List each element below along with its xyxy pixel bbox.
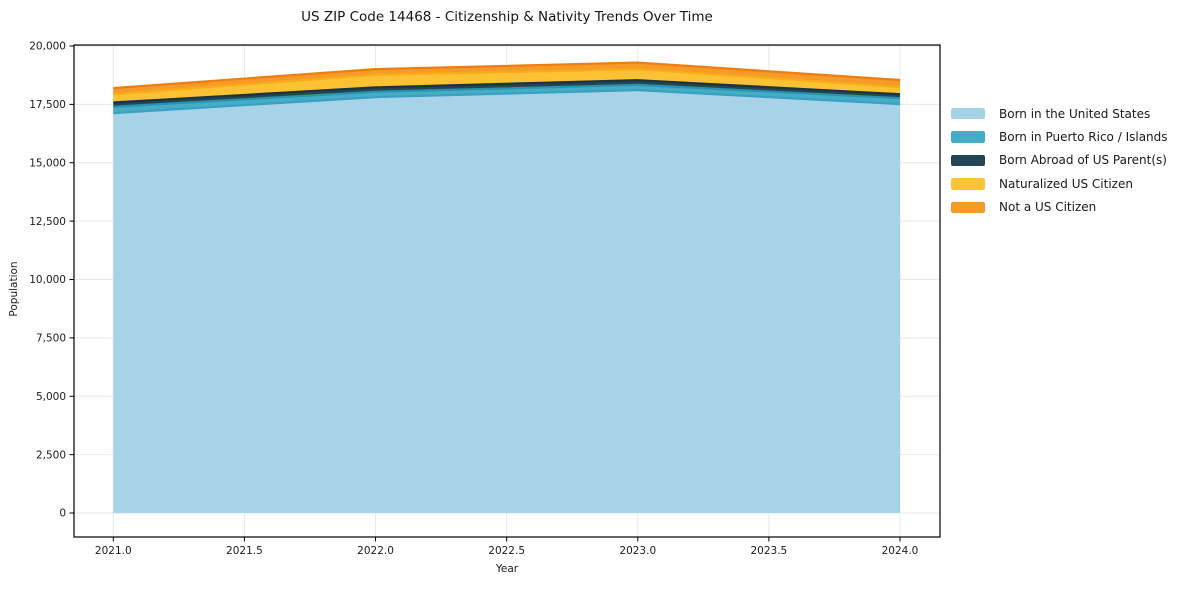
- y-tick-label: 10,000: [29, 274, 66, 286]
- legend-item: Born in Puerto Rico / Islands: [951, 125, 1168, 148]
- y-tick-label: 17,500: [29, 99, 66, 111]
- y-tick-label: 7,500: [36, 333, 66, 345]
- legend-item: Naturalized US Citizen: [951, 172, 1168, 195]
- x-tick-label: 2023.5: [751, 545, 788, 557]
- series-edge-1: [113, 88, 901, 115]
- legend: Born in the United States Born in Puerto …: [951, 102, 1168, 219]
- x-tick-label: 2021.0: [95, 545, 132, 557]
- area-3: [113, 80, 901, 107]
- legend-swatch: [951, 131, 985, 143]
- x-tick-label: 2023.0: [619, 545, 656, 557]
- area-4: [113, 69, 901, 103]
- legend-label: Born Abroad of US Parent(s): [999, 153, 1167, 168]
- legend-item: Not a US Citizen: [951, 196, 1168, 219]
- series-edge-3: [113, 79, 901, 104]
- area-1: [113, 90, 901, 513]
- series-edge-5: [113, 61, 901, 90]
- legend-label: Born in the United States: [999, 106, 1151, 121]
- y-tick-label: 5,000: [36, 391, 66, 403]
- x-tick-label: 2022.0: [357, 545, 394, 557]
- area-5: [113, 62, 901, 95]
- series-edge-4: [113, 68, 901, 96]
- x-tick-label: 2022.5: [488, 545, 525, 557]
- legend-swatch: [951, 201, 985, 213]
- y-tick-label: 2,500: [36, 449, 66, 461]
- series-edges: [113, 61, 901, 115]
- x-tick-label: 2021.5: [226, 545, 263, 557]
- y-tick-label: 0: [59, 508, 66, 520]
- series-edge-2: [113, 83, 901, 108]
- y-tick-label: 20,000: [29, 41, 66, 53]
- legend-label: Naturalized US Citizen: [999, 176, 1133, 191]
- y-tick-label: 15,000: [29, 157, 66, 169]
- y-tick-label: 12,500: [29, 216, 66, 228]
- x-tick-label: 2024.0: [882, 545, 919, 557]
- legend-item: Born in the United States: [951, 102, 1168, 125]
- legend-swatch: [951, 107, 985, 120]
- legend-swatch: [951, 154, 985, 167]
- axis-ticks: 2021.0 2021.5 2022.0 2022.5 2023.0 2023.5 2024…: [29, 41, 918, 557]
- y-axis-label: Population: [8, 261, 20, 317]
- x-axis-label: Year: [495, 563, 519, 575]
- legend-swatch: [951, 178, 985, 190]
- chart-title: US ZIP Code 14468 - Citizenship & Nativi…: [301, 9, 713, 25]
- stacked-areas: [113, 62, 901, 513]
- area-2: [113, 84, 901, 114]
- legend-label: Not a US Citizen: [999, 200, 1097, 215]
- legend-label: Born in Puerto Rico / Islands: [999, 130, 1168, 145]
- legend-item: Born Abroad of US Parent(s): [951, 149, 1168, 172]
